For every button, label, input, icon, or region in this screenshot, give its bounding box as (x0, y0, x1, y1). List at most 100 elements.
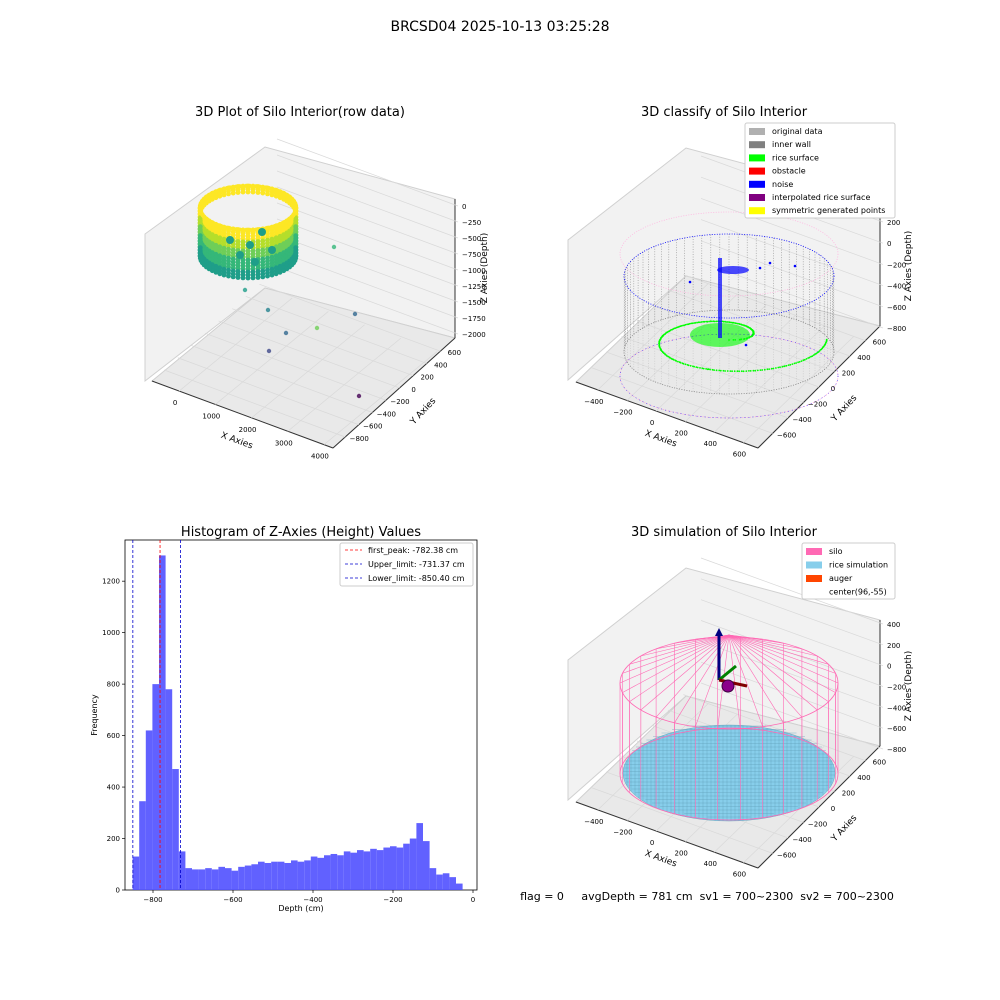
raw-point (217, 271, 223, 277)
raw-point (257, 184, 262, 189)
raw-point (254, 227, 259, 232)
rice-surface-point (803, 358, 806, 361)
classify-3d-plot: 3D classify of Silo Interior −400 −200 0 20… (567, 105, 914, 459)
y-tick-label: 400 (857, 774, 870, 782)
classify-xlabel: X Axies (643, 429, 678, 450)
rice-surface-point (772, 367, 775, 370)
y-tick-label: −600 (777, 431, 796, 439)
raw-outlier-point (282, 253, 288, 259)
raw-point (221, 192, 227, 198)
rice-surface-point (768, 368, 771, 370)
rice-surface-point (763, 368, 766, 371)
legend-label: silo (829, 547, 843, 556)
legend-label: rice simulation (829, 561, 888, 570)
gridline-x (684, 315, 796, 422)
histogram-legend-box (339, 542, 474, 587)
raw-point-cloud (197, 183, 362, 399)
silo-roof-line (655, 634, 730, 718)
rice-surface-point (695, 366, 698, 368)
wall-ring-points (623, 233, 835, 319)
gridline-y (232, 308, 414, 377)
raw-point (230, 190, 236, 196)
silo-roof-line (622, 634, 730, 674)
simulation-xlabel: X Axies (643, 849, 678, 870)
legend-label: first_peak: -782.38 cm (368, 546, 458, 555)
histogram-bar (297, 861, 305, 890)
silo-roof-line (695, 634, 730, 640)
rice-surface-point (666, 331, 669, 334)
rice-surface-point (661, 351, 664, 353)
noise-column (718, 258, 722, 338)
x-tick-label: 0 (471, 896, 475, 904)
x-tick-label: −400 (584, 818, 603, 826)
rice-surface-point (740, 370, 743, 373)
histogram-panel: Histogram of Z-Axies (Height) Values −80… (90, 525, 478, 913)
rice-surface-point (729, 370, 732, 372)
raw-point (226, 191, 231, 197)
raw-point (281, 268, 287, 274)
gridline-y (683, 274, 866, 341)
rice-surface-point (766, 368, 769, 371)
raw-outlier-point (265, 307, 271, 313)
histogram-ylabel: Frequency (90, 694, 99, 736)
raw-point (240, 189, 246, 195)
histogram-bar (337, 855, 344, 890)
gridline-z (276, 154, 459, 223)
raw-zlabel: Z Axies (Depth) (480, 233, 490, 304)
rice-surface-point (805, 358, 808, 360)
x-tick-label: 400 (704, 860, 717, 868)
y-tick-label: 400 (107, 784, 120, 792)
classify-plot-title: 3D classify of Silo Interior (641, 105, 808, 120)
y-tick-label: 600 (107, 732, 120, 740)
classify-point-cylinder (619, 211, 839, 419)
rice-surface-point (733, 370, 736, 373)
wall-ring-points (623, 309, 835, 395)
rice-surface-point (705, 368, 707, 370)
rice-surface-point (750, 328, 752, 331)
rice-surface-point (706, 320, 709, 323)
x-tick-label: −200 (613, 408, 632, 416)
rice-surface-point (749, 370, 752, 372)
gridline-y (605, 351, 789, 419)
y-tick-label: −200 (808, 820, 827, 828)
y-tick-label: 0 (411, 386, 415, 394)
y-tick-label: 200 (107, 835, 120, 843)
legend-label: noise (772, 180, 793, 189)
auger-axis-y (718, 664, 737, 682)
raw-plot-title: 3D Plot of Silo Interior(row data) (195, 105, 405, 120)
rice-surface-point (658, 345, 661, 348)
z-tick-label: −400 (887, 283, 906, 291)
rice-surface-point (793, 362, 796, 365)
gridline-z (276, 266, 459, 335)
rice-surface-point (678, 361, 681, 364)
histogram-bar (238, 866, 245, 890)
y-tick-label: −200 (390, 398, 409, 406)
rice-surface-point (658, 341, 661, 344)
histogram-xlabel: Depth (cm) (278, 904, 323, 913)
y-tick-label: 600 (873, 339, 886, 347)
silo-roof-line (728, 634, 829, 665)
rice-surface-point (750, 335, 752, 338)
rice-surface-point (677, 360, 679, 363)
gridline-z (276, 138, 459, 207)
x-tick-label: 1000 (202, 412, 220, 420)
raw-point (226, 273, 231, 279)
rice-surface-point (662, 335, 664, 337)
rice-surface-point (731, 370, 733, 373)
raw-point (258, 228, 266, 236)
rice-surface-point (703, 320, 706, 323)
rice-surface-point (736, 370, 739, 373)
histogram-bar (159, 555, 166, 890)
x-tick-label: 400 (704, 440, 717, 448)
x-tick-label: −200 (613, 828, 632, 836)
histogram-bar (192, 869, 199, 890)
gridline-y (245, 296, 427, 364)
rice-surface-point (659, 338, 662, 341)
legend-swatch (749, 207, 765, 215)
rice-surface-point (689, 364, 692, 367)
histogram-bar (264, 862, 272, 890)
rice-surface-point (683, 324, 686, 327)
classify-edge-x (575, 381, 759, 449)
legend-label: original data (772, 127, 823, 136)
rice-surface-point (700, 321, 703, 323)
